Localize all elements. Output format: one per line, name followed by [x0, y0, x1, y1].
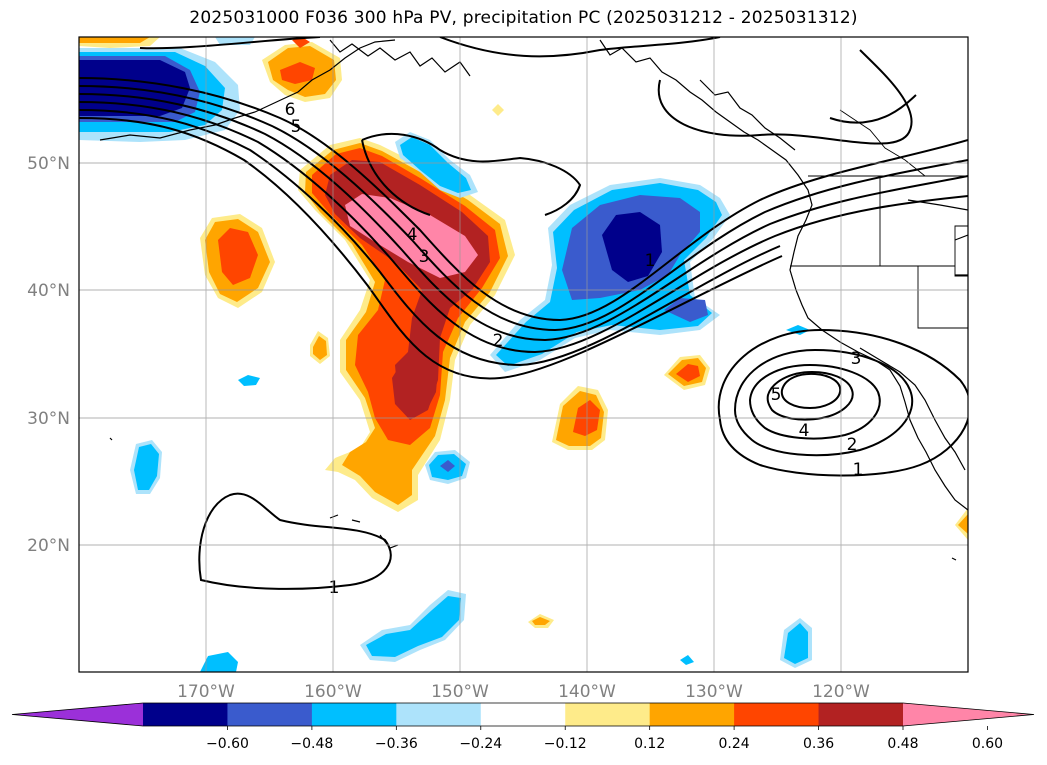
- contour-label: 6: [285, 100, 296, 120]
- colorbar-swatch: [649, 703, 735, 726]
- pv-contour-labels: 6 5 4 3 2 1 3 5 4 2 1 1: [285, 100, 864, 598]
- lat-label: 50°N: [27, 154, 70, 174]
- lon-label: 170°W: [177, 682, 235, 702]
- contour-label: 3: [851, 349, 862, 369]
- colorbar-tick-label: −0.24: [459, 736, 502, 752]
- precip-blob-north-orange: [262, 37, 342, 102]
- precip-speck-blue-1: [238, 375, 260, 386]
- map-title: 2025031000 F036 300 hPa PV, precipitatio…: [189, 8, 858, 28]
- contour-label: 1: [853, 460, 864, 480]
- lat-label: 20°N: [27, 536, 70, 556]
- precip-blob-blue-west: [130, 440, 162, 494]
- colorbar-swatch: [734, 703, 820, 726]
- precip-blob-east-orange: [664, 355, 710, 390]
- precip-blob-blue-southwest: [360, 590, 466, 662]
- lon-label: 150°W: [431, 682, 489, 702]
- gridlines: [79, 37, 968, 672]
- map-frame: [78, 36, 969, 673]
- colorbar-swatch: [818, 703, 904, 726]
- colorbar-tick-label: 0.60: [972, 736, 1003, 752]
- colorbar: −0.60 −0.48 −0.36 −0.24 −0.12 0.12 0.24 0.36 0.4…: [11, 702, 1035, 752]
- contour-label: 2: [847, 435, 858, 455]
- colorbar-tick-label: 0.24: [719, 736, 750, 752]
- precip-speck-blue-3: [680, 655, 694, 665]
- lon-label: 130°W: [685, 682, 743, 702]
- colorbar-swatch: [227, 703, 313, 726]
- lon-label: 120°W: [812, 682, 870, 702]
- colorbar-tick-label: −0.48: [290, 736, 333, 752]
- contour-label: 1: [645, 251, 656, 271]
- precip-blob-west-orange: [200, 214, 275, 308]
- colorbar-tick-label: −0.60: [206, 736, 249, 752]
- precip-blob-north-blue: [395, 132, 478, 198]
- colorbar-extension-high: [903, 703, 1034, 726]
- contour-label: 5: [291, 117, 302, 137]
- contour-label: 3: [419, 247, 430, 267]
- precip-blob-blue-center: [425, 450, 470, 484]
- lon-label: 140°W: [558, 682, 616, 702]
- colorbar-outline: [11, 702, 1035, 727]
- precip-speck-blue-2: [200, 652, 238, 672]
- contour-label: 4: [407, 225, 418, 245]
- contour-label: 1: [329, 578, 340, 598]
- colorbar-tick-label: 0.48: [887, 736, 918, 752]
- precip-blob-small-orange: [310, 331, 330, 364]
- colorbar-swatch: [480, 703, 566, 726]
- precip-speck-south: [528, 614, 554, 628]
- precip-blob-main-positive: [298, 138, 515, 512]
- precip-speck-yellow-north: [492, 104, 504, 116]
- precip-speck-blue-4: [786, 325, 810, 335]
- pv-contour-layer: [79, 37, 968, 590]
- longitude-labels: 170°W 160°W 150°W 140°W 130°W 120°W: [177, 682, 870, 702]
- coastline-layer: [99, 39, 968, 561]
- colorbar-tick-label: 0.36: [803, 736, 834, 752]
- colorbar-swatch: [143, 703, 228, 726]
- colorbar-swatch: [311, 703, 397, 726]
- colorbar-swatch: [396, 703, 482, 726]
- contour-label: 4: [799, 421, 810, 441]
- colorbar-tick-label: −0.12: [544, 736, 587, 752]
- colorbar-extension-low: [12, 703, 143, 726]
- precip-blob-top-left: [79, 37, 160, 48]
- lat-label: 30°N: [27, 409, 70, 429]
- contour-label: 2: [493, 331, 504, 351]
- latitude-labels: 50°N 40°N 30°N 20°N: [27, 154, 70, 556]
- precip-blob-blue-southeast: [780, 618, 812, 668]
- precip-blob-main-negative: [490, 178, 730, 372]
- colorbar-swatch: [565, 703, 651, 726]
- lat-label: 40°N: [27, 281, 70, 301]
- precip-speck-east-edge: [955, 508, 968, 540]
- colorbar-tick-label: 0.12: [634, 736, 665, 752]
- lon-label: 160°W: [304, 682, 362, 702]
- colorbar-tick-label: −0.36: [375, 736, 418, 752]
- contour-label: 5: [771, 385, 782, 405]
